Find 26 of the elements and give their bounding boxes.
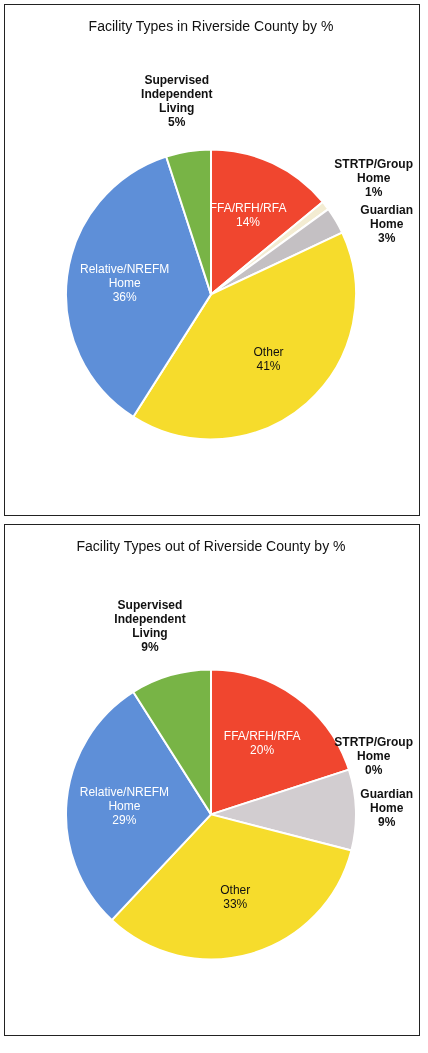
data-label: 9% — [141, 640, 159, 655]
slice-label: FFA/RFH/RFA — [209, 200, 287, 215]
slice-label: Guardian Home — [360, 202, 414, 231]
chart-title: Facility Types out of Riverside County by % — [76, 538, 346, 555]
category-label: STRTP/Group Home — [334, 734, 413, 763]
slice-label: FFA/RFH/RFA — [223, 729, 301, 744]
data-label: 14% — [236, 214, 261, 229]
slice-label: Other — [220, 883, 251, 898]
data-label: 20% — [250, 743, 275, 758]
slice-label: STRTP/Group Home — [334, 157, 413, 186]
data-label: 5% — [168, 115, 186, 130]
slice-label: Other — [253, 344, 284, 359]
data-label: 29% — [112, 812, 137, 827]
data-label: 9% — [377, 814, 396, 829]
slice-label: Relative/NREFM Home — [79, 784, 170, 813]
data-label: 41% — [256, 358, 281, 373]
data-label: 36% — [112, 289, 138, 304]
data-label: 33% — [223, 897, 248, 912]
data-label: 1% — [365, 185, 383, 200]
chart-title: Facility Types in Riverside County by % — [88, 18, 334, 35]
slice-label: Supervised Independent Living — [114, 598, 186, 641]
slice-label: Supervised Independent Living — [141, 73, 213, 116]
data-label: 3% — [377, 230, 396, 245]
slice-label: Guardian Home — [360, 786, 414, 815]
slice-label: Relative/NREFM Home — [80, 261, 170, 290]
text: 0% — [365, 762, 383, 777]
